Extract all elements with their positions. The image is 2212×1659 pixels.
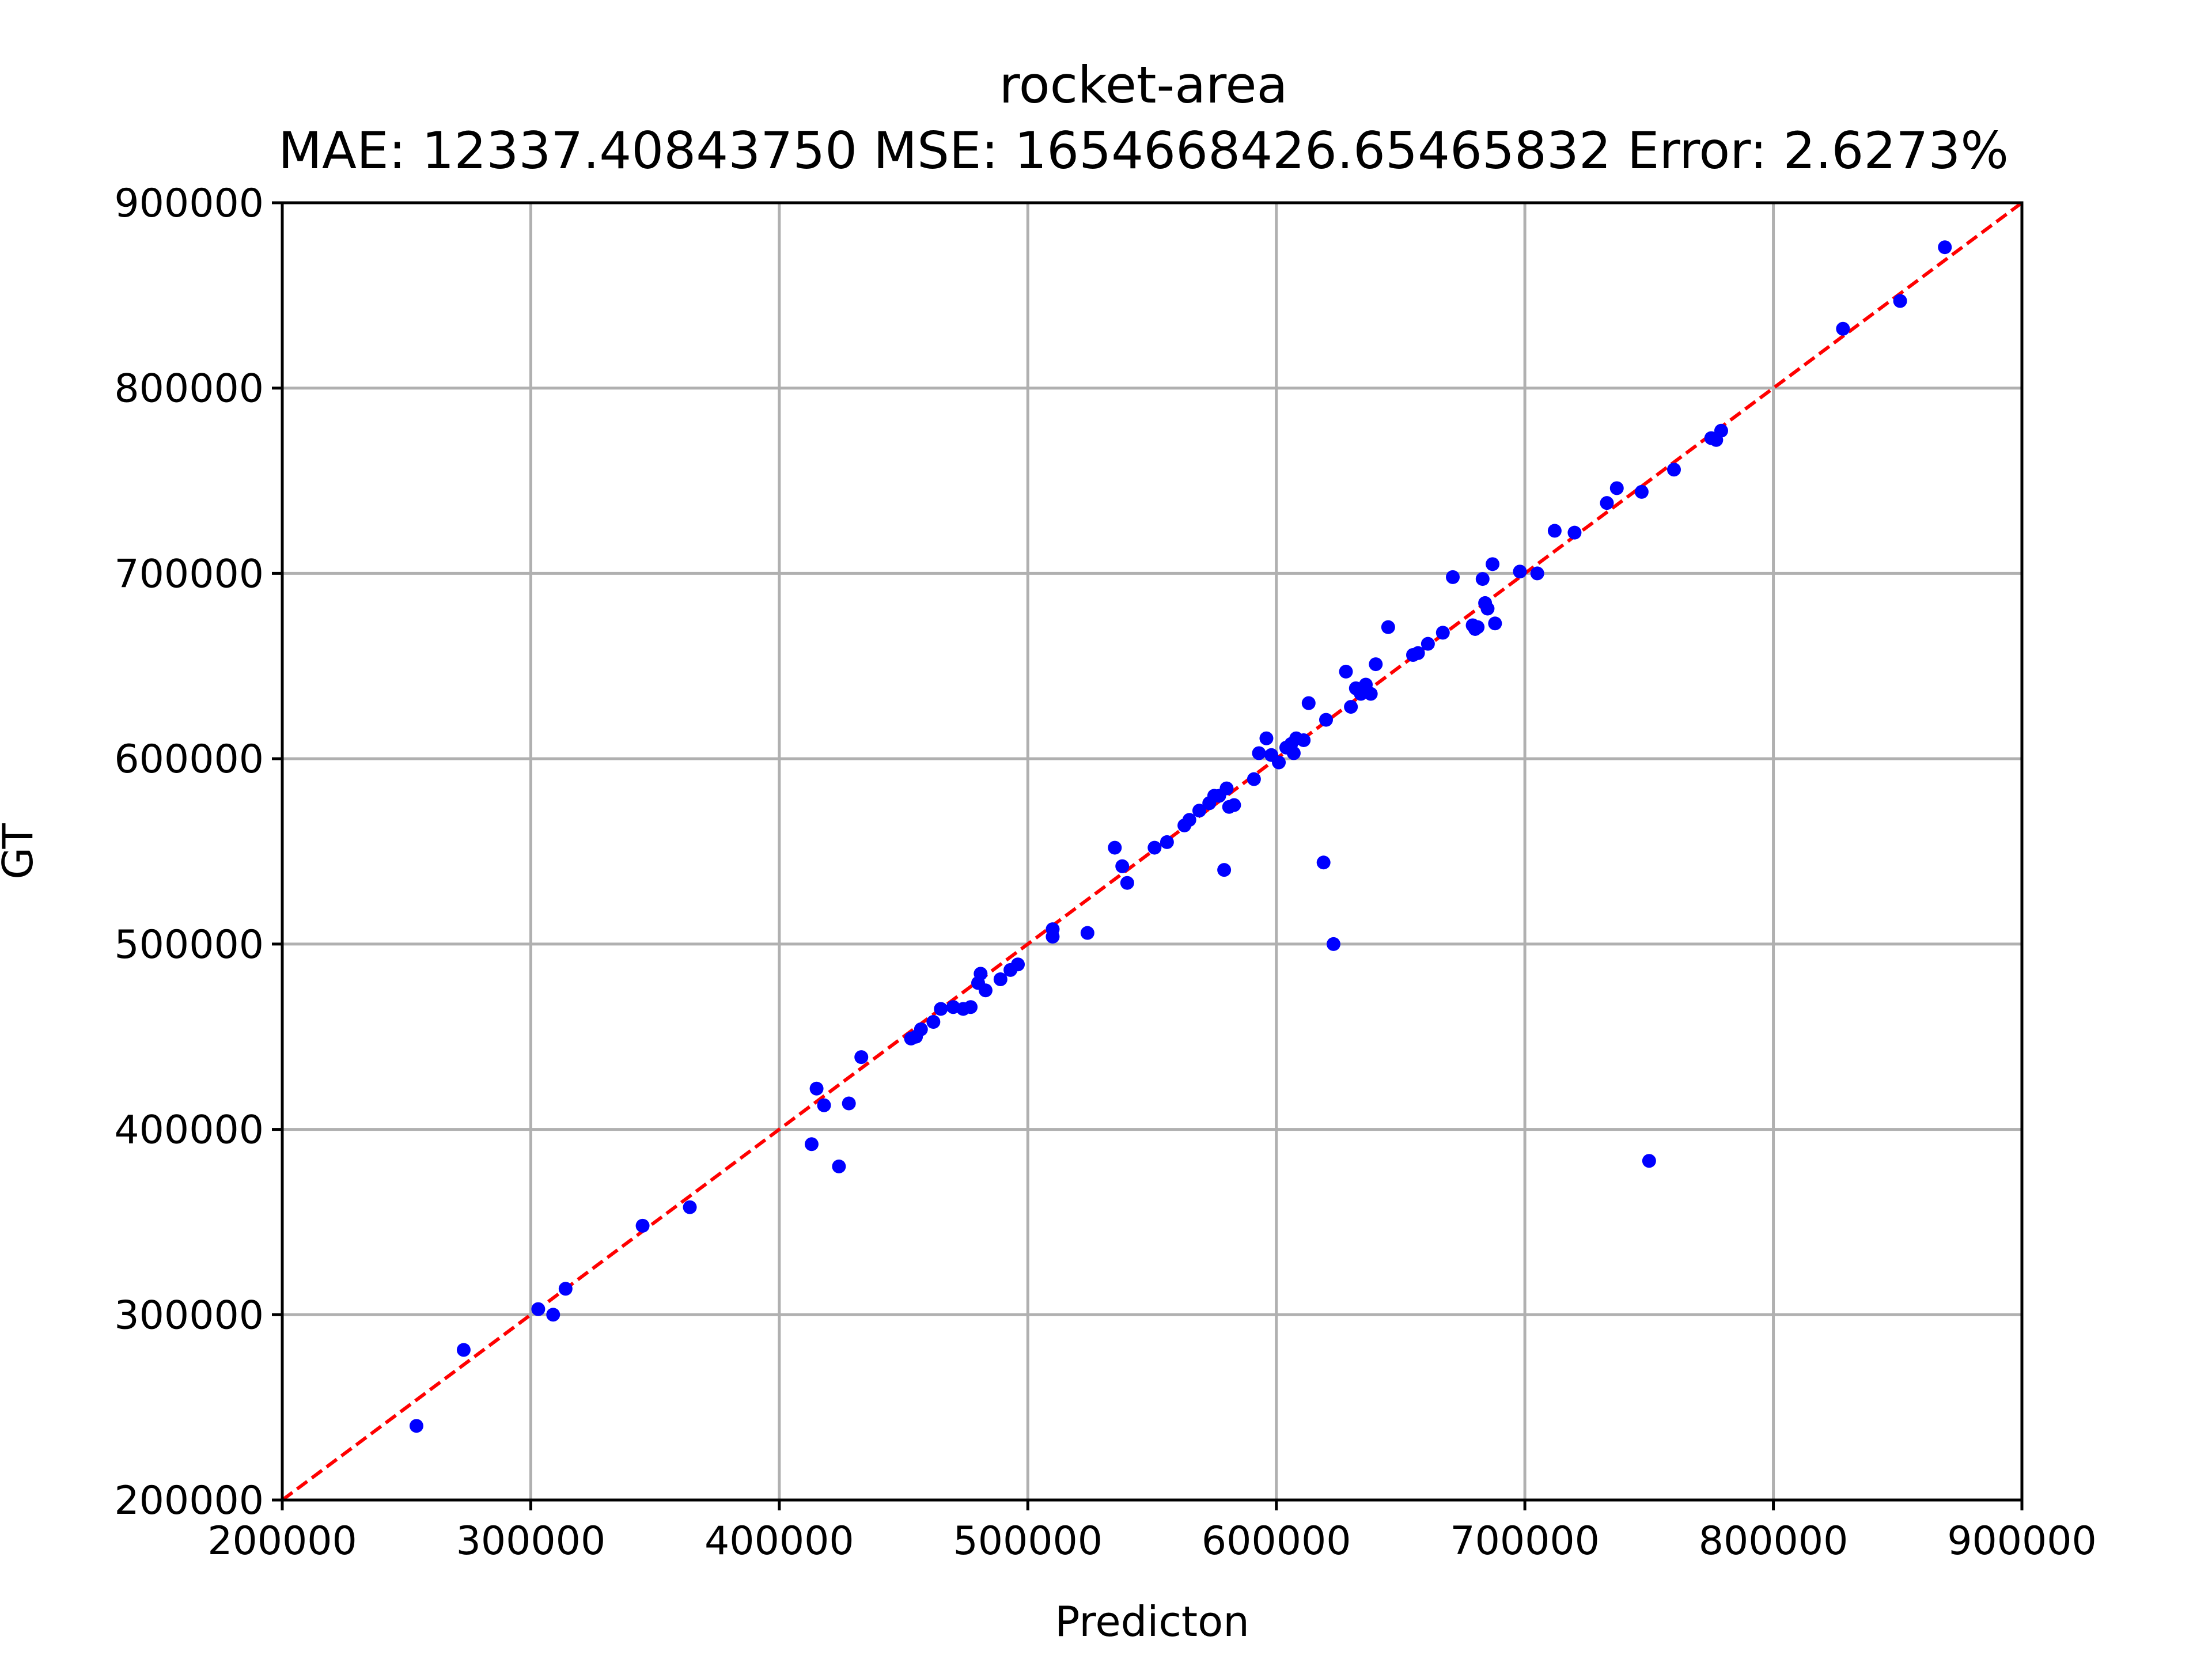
- scatter-point: [1938, 240, 1952, 255]
- x-tick-label: 900000: [1947, 1518, 2097, 1564]
- scatter-point: [1252, 746, 1266, 760]
- scatter-point: [1642, 1154, 1656, 1168]
- scatter-point: [531, 1302, 546, 1316]
- scatter-point: [558, 1282, 573, 1296]
- scatter-point: [817, 1098, 831, 1112]
- chart-title: rocket-area: [999, 55, 1288, 115]
- scatter-point: [804, 1137, 819, 1152]
- scatter-point: [1120, 876, 1134, 890]
- scatter-point: [842, 1096, 856, 1111]
- scatter-point: [1530, 566, 1544, 581]
- scatter-point: [1339, 664, 1353, 679]
- scatter-point: [1369, 657, 1383, 672]
- scatter-point: [1080, 926, 1094, 940]
- y-tick-label: 300000: [114, 1293, 264, 1338]
- scatter-point: [1381, 620, 1395, 634]
- scatter-point: [926, 1014, 941, 1029]
- scatter-point: [1609, 481, 1624, 495]
- scatter-point: [1446, 570, 1460, 584]
- x-tick-label: 800000: [1699, 1518, 1849, 1564]
- scatter-point: [1475, 572, 1490, 586]
- y-tick-label: 700000: [114, 551, 264, 597]
- scatter-point: [1567, 525, 1582, 540]
- scatter-point: [1227, 798, 1241, 812]
- x-tick-label: 500000: [953, 1518, 1103, 1564]
- scatter-point: [1160, 835, 1174, 849]
- scatter-point: [1893, 294, 1907, 308]
- scatter-point: [809, 1081, 824, 1096]
- x-tick-label: 600000: [1202, 1518, 1351, 1564]
- y-axis-ticks: 200000 300000 400000 500000 600000 700000 8000…: [114, 181, 282, 1524]
- y-axis-label: GT: [0, 823, 42, 879]
- scatter-point: [1344, 700, 1358, 714]
- scatter-point: [1714, 423, 1728, 438]
- scatter-point: [1301, 696, 1316, 710]
- scatter-point: [409, 1419, 423, 1433]
- scatter-point: [1319, 713, 1333, 727]
- scatter-point: [1259, 731, 1274, 745]
- scatter-point: [1471, 620, 1485, 634]
- scatter-point: [1486, 557, 1500, 571]
- y-tick-label: 800000: [114, 366, 264, 412]
- scatter-point: [964, 1000, 978, 1014]
- scatter-point: [1182, 813, 1196, 827]
- x-tick-label: 200000: [207, 1518, 357, 1564]
- y-tick-label: 900000: [114, 181, 264, 226]
- scatter-point: [832, 1159, 846, 1173]
- y-tick-label: 200000: [114, 1478, 264, 1524]
- scatter-point: [1272, 755, 1286, 770]
- scatter-point: [1011, 957, 1025, 972]
- scatter-point: [1147, 840, 1162, 855]
- scatter-point: [1513, 565, 1527, 579]
- x-axis-ticks: 200000 300000 400000 500000 600000 700000 8000…: [207, 1500, 2097, 1564]
- x-axis-label: Predicton: [1055, 1597, 1249, 1646]
- chart-subtitle: MAE: 12337.40843750 MSE: 1654668426.6546…: [278, 121, 2009, 180]
- scatter-point: [635, 1218, 650, 1233]
- scatter-point: [934, 1002, 948, 1016]
- scatter-point: [456, 1343, 471, 1357]
- x-tick-label: 700000: [1450, 1518, 1600, 1564]
- scatter-point: [1600, 496, 1614, 510]
- scatter-point: [1435, 626, 1450, 640]
- scatter-point: [1297, 733, 1311, 747]
- y-tick-label: 500000: [114, 922, 264, 968]
- scatter-point: [546, 1308, 560, 1322]
- scatter-point: [1217, 863, 1232, 877]
- identity-reference-line: [281, 201, 2023, 1502]
- scatter-point: [1247, 772, 1261, 786]
- scatter-point: [1115, 859, 1130, 873]
- scatter-point: [854, 1050, 869, 1065]
- scatter-point: [1286, 746, 1301, 760]
- scatter-point: [1421, 637, 1435, 651]
- x-tick-label: 400000: [704, 1518, 854, 1564]
- data-points: [409, 240, 1952, 1433]
- scatter-point: [1108, 840, 1122, 855]
- scatter-point: [1046, 922, 1060, 937]
- scatter-point: [914, 1022, 928, 1036]
- scatter-point: [978, 983, 993, 998]
- scatter-point: [1326, 937, 1340, 951]
- scatter-point: [993, 972, 1007, 986]
- y-tick-label: 400000: [114, 1108, 264, 1153]
- grid-lines: [281, 201, 2024, 1502]
- scatter-point: [1480, 601, 1495, 616]
- scatter-point: [974, 967, 988, 981]
- scatter-point: [683, 1200, 697, 1214]
- scatter-point: [1836, 321, 1850, 336]
- scatter-point: [1363, 687, 1378, 701]
- scatter-point: [1316, 855, 1331, 870]
- plot-area-frame: [281, 201, 2024, 1502]
- scatter-point: [1219, 781, 1234, 796]
- scatter-point: [1667, 463, 1681, 477]
- x-tick-label: 300000: [456, 1518, 606, 1564]
- y-tick-label: 600000: [114, 737, 264, 782]
- scatter-point: [1634, 484, 1649, 499]
- scatter-point: [1547, 524, 1562, 538]
- scatter-point: [1411, 646, 1425, 660]
- scatter-point: [1192, 804, 1206, 818]
- scatter-point: [1488, 616, 1502, 631]
